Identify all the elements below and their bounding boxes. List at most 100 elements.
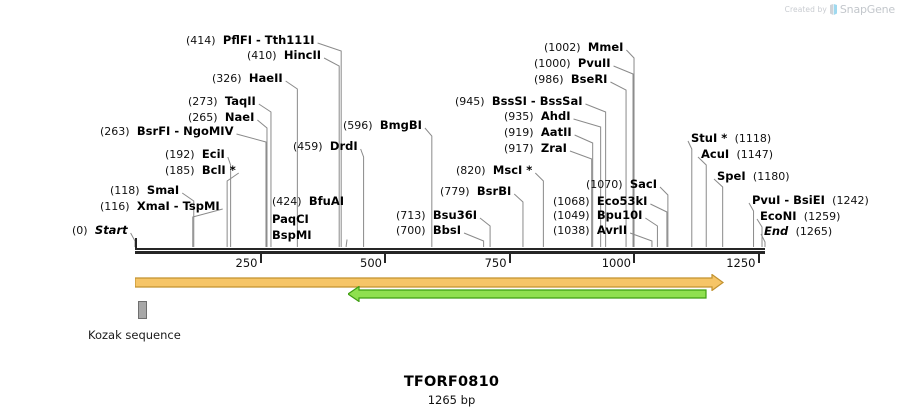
kozak-sequence-label: Kozak sequence xyxy=(88,328,181,342)
leader-line-ahdi xyxy=(573,118,602,247)
leader-line-ecii xyxy=(227,156,232,247)
restriction-site-label-bseri[interactable]: (986) BseRI xyxy=(534,72,608,87)
restriction-site-label-smai[interactable]: (118) SmaI xyxy=(110,184,179,198)
restriction-site-name: BseRI xyxy=(570,72,608,86)
orf-arrow-forward[interactable] xyxy=(135,274,727,291)
restriction-site-label-ecii[interactable]: (192) EciI xyxy=(165,148,225,162)
leader-line-bpu10i xyxy=(645,217,658,247)
leader-line-pflfi-tth111i xyxy=(317,42,342,247)
restriction-site-label-bbsi[interactable]: (700) BbsI xyxy=(396,224,461,238)
restriction-site-name: Eco53kI xyxy=(596,194,648,208)
restriction-site-label-bmgbi[interactable]: (596) BmgBI xyxy=(343,118,422,133)
leader-line-bcli xyxy=(226,172,240,247)
restriction-site-label-pvui-bsiei[interactable]: PvuI - BsiEI (1242) xyxy=(752,193,869,208)
restriction-site-position: (935) xyxy=(504,110,534,123)
leader-line-bsu36i xyxy=(479,217,491,247)
restriction-site-position: (1068) xyxy=(553,195,590,208)
restriction-site-label-msci[interactable]: (820) MscI * xyxy=(456,163,533,178)
sequence-length-label: 1265 bp xyxy=(427,393,476,407)
ruler-tick-label: 250 xyxy=(235,256,258,270)
restriction-site-name: SpeI xyxy=(717,169,746,183)
leader-line-bsrbi xyxy=(513,193,524,247)
restriction-site-label-bsrbi[interactable]: (779) BsrBI xyxy=(440,185,511,199)
ruler-tick-label: 500 xyxy=(360,256,382,270)
ruler-line-upper xyxy=(135,248,765,250)
restriction-site-position: (1147) xyxy=(736,148,774,161)
leader-line-drdi xyxy=(360,148,365,247)
restriction-site-position: (917) xyxy=(504,142,534,155)
restriction-site-label-ahdi[interactable]: (935) AhdI xyxy=(504,110,571,124)
restriction-site-label-avrii[interactable]: (1038) AvrII xyxy=(553,223,628,238)
restriction-site-position: (118) xyxy=(110,184,140,197)
leader-line-smai xyxy=(181,192,195,247)
cds-arrow-reverse[interactable] xyxy=(348,286,710,302)
ruler-left-cap xyxy=(135,238,137,249)
restriction-site-name: BssSI - BssSaI xyxy=(491,94,583,108)
restriction-site-label-bpu10i[interactable]: (1049) Bpu10I xyxy=(553,208,643,223)
restriction-site-name: AvrII xyxy=(596,223,628,237)
restriction-site-label-saci[interactable]: (1070) SacI xyxy=(586,177,658,192)
restriction-site-label-mmei[interactable]: (1002) MmeI xyxy=(544,41,623,55)
restriction-site-label-aatii[interactable]: (919) AatII xyxy=(504,126,572,140)
ruler-tick-mark xyxy=(757,254,760,263)
restriction-site-position: (1002) xyxy=(544,41,581,54)
restriction-site-label-zrai[interactable]: (917) ZraI xyxy=(504,142,567,156)
orf-arrow-forward-shape xyxy=(135,274,725,291)
restriction-site-label-econi[interactable]: EcoNI (1259) xyxy=(760,209,840,224)
restriction-site-label-naei[interactable]: (265) NaeI xyxy=(188,111,254,125)
restriction-site-position: (919) xyxy=(504,126,534,139)
restriction-site-position: (273) xyxy=(188,95,218,108)
restriction-site-position: (414) xyxy=(186,34,216,47)
restriction-site-label-taqii[interactable]: (273) TaqII xyxy=(188,95,256,109)
restriction-site-label-bsssi-bsssai[interactable]: (945) BssSI - BssSaI xyxy=(455,94,583,109)
restriction-site-label-bcli[interactable]: (185) BclI * xyxy=(165,164,236,178)
restriction-site-label-haeii[interactable]: (326) HaeII xyxy=(212,72,283,86)
ruler-tick-mark xyxy=(508,254,511,263)
leader-line-end xyxy=(760,233,766,247)
restriction-site-label-bfuai-group[interactable]: (424) BfuAI PaqCI BspMI xyxy=(272,193,344,244)
kozak-sequence-marker[interactable] xyxy=(138,301,147,319)
restriction-site-name: BmgBI xyxy=(379,118,422,132)
restriction-site-label-spei[interactable]: SpeI (1180) xyxy=(717,169,789,184)
ruler-tick-label: 1250 xyxy=(726,256,756,270)
leader-line-naei xyxy=(257,119,268,247)
restriction-site-position: (945) xyxy=(455,95,485,108)
leader-line-bmgbi xyxy=(424,127,433,247)
leader-line-pvui-bsiei xyxy=(748,202,755,247)
restriction-site-name: EcoNI xyxy=(760,209,797,223)
restriction-site-name: SacI xyxy=(629,177,658,191)
restriction-site-label-drdi[interactable]: (459) DrdI xyxy=(293,140,358,154)
leader-line-bseri xyxy=(610,81,627,247)
restriction-site-label-bsrfi-ngomiv[interactable]: (263) BsrFI - NgoMIV xyxy=(100,125,233,139)
restriction-site-name: PvuI - BsiEI xyxy=(752,193,825,207)
leader-line-bsssi-bsssai xyxy=(585,103,607,247)
leader-line-bfuai-group xyxy=(345,239,348,247)
leader-line-mmei xyxy=(626,49,635,247)
restriction-site-name: Bpu10I xyxy=(596,208,643,222)
restriction-site-label-pvuii[interactable]: (1000) PvuII xyxy=(534,57,611,71)
restriction-site-label-start[interactable]: (0) Start xyxy=(72,223,128,238)
restriction-site-label-pflfi-tth111i[interactable]: (414) PflFI - Tth111I xyxy=(186,34,315,48)
restriction-site-position: (779) xyxy=(440,185,470,198)
restriction-site-position: (986) xyxy=(534,73,564,86)
restriction-site-position: (459) xyxy=(293,140,323,153)
restriction-site-name: Bsu36I xyxy=(432,208,477,222)
restriction-site-position: (700) xyxy=(396,224,426,237)
ruler-line-lower xyxy=(135,251,765,254)
snapgene-logo-icon xyxy=(829,4,837,15)
restriction-site-name: MscI * xyxy=(492,163,533,177)
restriction-site-label-stui[interactable]: StuI * (1118) xyxy=(691,132,771,146)
restriction-site-position: (116) xyxy=(100,200,130,213)
restriction-site-label-eco53ki[interactable]: (1068) Eco53kI xyxy=(553,194,648,209)
restriction-site-label-end[interactable]: End (1265) xyxy=(764,225,832,239)
restriction-site-label-bsu36i[interactable]: (713) Bsu36I xyxy=(396,208,477,223)
restriction-site-label-hincii[interactable]: (410) HincII xyxy=(247,49,321,63)
restriction-site-label-acui[interactable]: AcuI (1147) xyxy=(701,148,774,162)
restriction-site-name: Start xyxy=(94,223,128,237)
restriction-site-label-xmai-tspmi[interactable]: (116) XmaI - TspMI xyxy=(100,200,220,214)
page-title: TFORF0810 xyxy=(403,374,500,390)
restriction-site-position: (185) xyxy=(165,164,195,177)
